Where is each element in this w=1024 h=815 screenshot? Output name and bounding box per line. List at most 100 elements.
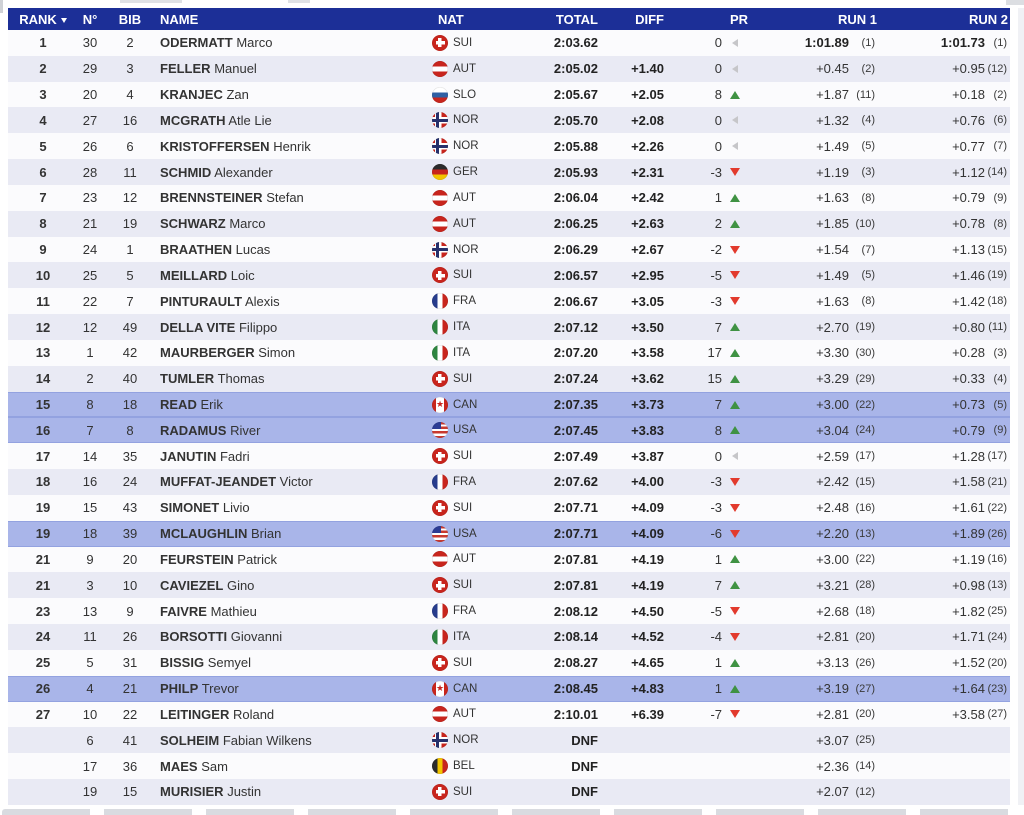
column-header-rank[interactable]: RANK: [8, 12, 70, 27]
table-row[interactable]: 17 14 35 JANUTIN Fadri SUI 2:07.49 +3.87…: [8, 443, 1010, 470]
total-time-cell: 2:06.67: [553, 293, 598, 309]
table-row[interactable]: 26 4 21 PHILP Trevor CAN 2:08.45 +4.83 1…: [8, 675, 1010, 702]
rank-cell: 26: [35, 681, 51, 697]
table-row[interactable]: 3 20 4 KRANJEC Zan SLO 2:05.67 +2.05 8 +…: [8, 81, 1010, 108]
table-row[interactable]: 14 2 40 TUMLER Thomas SUI 2:07.24 +3.62 …: [8, 365, 1010, 392]
table-row[interactable]: 27 10 22 LEITINGER Roland AUT 2:10.01 +6…: [8, 701, 1010, 728]
flag-nor-icon: [432, 138, 448, 155]
total-time-cell: 2:07.81: [553, 551, 598, 567]
table-row[interactable]: 19 15 MURISIER Justin SUI DNF +2.07 (12): [8, 779, 1010, 805]
run1-time-cell: +3.07: [816, 732, 849, 748]
positions-gained-cell: 0: [714, 112, 722, 128]
run1-time-cell: +3.04: [816, 422, 849, 438]
athlete-last-name: KRANJEC: [160, 87, 223, 103]
table-row[interactable]: 19 18 39 MCLAUGHLIN Brian USA 2:07.71 +4…: [8, 520, 1010, 547]
pr-up-icon: [730, 323, 740, 332]
start-number-cell: 25: [82, 267, 98, 283]
athlete-name-cell: RADAMUS River: [150, 423, 428, 438]
table-row[interactable]: 18 16 24 MUFFAT-JEANDET Victor FRA 2:07.…: [8, 469, 1010, 495]
flag-usa-icon: [432, 422, 448, 439]
flag-sui-icon: [432, 654, 448, 671]
nation-code: ITA: [453, 346, 471, 359]
column-header-run1[interactable]: RUN 1: [837, 11, 877, 27]
table-row[interactable]: 23 13 9 FAIVRE Mathieu FRA 2:08.12 +4.50…: [8, 598, 1010, 625]
pr-arrow-cell: [722, 168, 748, 177]
nation-code: ITA: [453, 630, 471, 643]
table-row[interactable]: 8 21 19 SCHWARZ Marco AUT 2:06.25 +2.63 …: [8, 210, 1010, 237]
start-number-cell: 23: [82, 190, 98, 206]
flag-aut-icon: [432, 189, 448, 206]
column-header-n[interactable]: N°: [82, 11, 98, 27]
table-row[interactable]: 24 11 26 BORSOTTI Giovanni ITA 2:08.14 +…: [8, 624, 1010, 650]
table-row[interactable]: 21 3 10 CAVIEZEL Gino SUI 2:07.81 +4.19 …: [8, 572, 1010, 599]
rank-cell: 27: [35, 706, 51, 722]
column-header-name[interactable]: NAME: [160, 11, 199, 27]
table-row[interactable]: 10 25 5 MEILLARD Loic SUI 2:06.57 +2.95 …: [8, 262, 1010, 289]
table-row[interactable]: 12 12 49 DELLA VITE Filippo ITA 2:07.12 …: [8, 314, 1010, 340]
column-header-diff[interactable]: DIFF: [635, 11, 664, 27]
table-row[interactable]: 1 30 2 ODERMATT Marco SUI 2:03.62 0 1:01…: [8, 30, 1010, 56]
total-time-cell: DNF: [571, 732, 598, 748]
pr-arrow-cell: [722, 452, 748, 461]
run2-rank: (19): [987, 269, 1007, 282]
column-header-pr[interactable]: PR: [729, 11, 748, 27]
table-row[interactable]: 25 5 31 BISSIG Semyel SUI 2:08.27 +4.65 …: [8, 649, 1010, 676]
column-header-run2[interactable]: RUN 2: [968, 11, 1008, 27]
rank-cell: 19: [35, 526, 51, 542]
pr-arrow-cell: [722, 658, 748, 667]
bib-cell: 36: [122, 758, 138, 774]
run1-rank: (24): [855, 424, 875, 437]
run1-rank: (1): [861, 36, 875, 49]
table-row[interactable]: 17 36 MAES Sam BEL DNF +2.36 (14): [8, 753, 1010, 780]
run2-time-cell: +1.82: [952, 603, 985, 619]
bib-cell: 43: [122, 500, 138, 516]
athlete-first-name: Semyel: [207, 655, 252, 671]
diff-cell: +2.26: [631, 138, 664, 154]
table-row[interactable]: 15 8 18 READ Erik CAN 2:07.35 +3.73 7 +3…: [8, 391, 1010, 418]
start-number-cell: 1: [86, 345, 94, 361]
athlete-last-name: BISSIG: [160, 655, 205, 671]
bib-cell: 16: [122, 112, 138, 128]
athlete-first-name: Gino: [226, 577, 255, 593]
table-row[interactable]: 16 7 8 RADAMUS River USA 2:07.45 +3.83 8…: [8, 417, 1010, 444]
start-number-cell: 12: [82, 319, 98, 335]
nation-code: CAN: [453, 398, 478, 411]
start-number-cell: 16: [82, 474, 98, 490]
table-row[interactable]: 2 29 3 FELLER Manuel AUT 2:05.02 +1.40 0…: [8, 55, 1010, 82]
rank-cell: 14: [35, 371, 51, 387]
table-row[interactable]: 4 27 16 MCGRATH Atle Lie NOR 2:05.70 +2.…: [8, 107, 1010, 134]
positions-gained-cell: -6: [710, 526, 722, 542]
run2-rank: (8): [993, 217, 1007, 230]
rank-cell: 7: [39, 190, 47, 206]
bib-cell: 12: [122, 190, 138, 206]
athlete-name-cell: MCGRATH Atle Lie: [150, 113, 428, 128]
rank-cell: 4: [39, 112, 47, 128]
column-header-total[interactable]: TOTAL: [555, 11, 598, 27]
table-row[interactable]: 11 22 7 PINTURAULT Alexis FRA 2:06.67 +3…: [8, 288, 1010, 315]
table-row[interactable]: 19 15 43 SIMONET Livio SUI 2:07.71 +4.09…: [8, 494, 1010, 521]
athlete-last-name: BRAATHEN: [160, 242, 232, 258]
run1-rank: (14): [855, 760, 875, 773]
start-number-cell: 2: [86, 371, 94, 387]
run2-rank: (14): [987, 166, 1007, 179]
nation-code: NOR: [453, 140, 479, 153]
run1-rank: (12): [855, 785, 875, 798]
column-header-nat[interactable]: NAT: [438, 11, 464, 27]
pr-down-icon: [730, 245, 740, 254]
table-row[interactable]: 9 24 1 BRAATHEN Lucas NOR 2:06.29 +2.67 …: [8, 236, 1010, 263]
run2-time-cell: +0.79: [952, 422, 985, 438]
table-row[interactable]: 6 41 SOLHEIM Fabian Wilkens NOR DNF +3.0…: [8, 727, 1010, 754]
table-row[interactable]: 5 26 6 KRISTOFFERSEN Henrik NOR 2:05.88 …: [8, 133, 1010, 160]
table-row[interactable]: 13 1 42 MAURBERGER Simon ITA 2:07.20 +3.…: [8, 339, 1010, 366]
run2-rank: (1): [993, 36, 1007, 49]
table-row[interactable]: 6 28 11 SCHMID Alexander GER 2:05.93 +2.…: [8, 159, 1010, 185]
rank-cell: 8: [39, 216, 47, 232]
run2-rank: (21): [987, 475, 1007, 488]
table-row[interactable]: 21 9 20 FEURSTEIN Patrick AUT 2:07.81 +4…: [8, 546, 1010, 573]
nation-cell: FRA: [428, 473, 508, 490]
table-row[interactable]: 7 23 12 BRENNSTEINER Stefan AUT 2:06.04 …: [8, 184, 1010, 211]
athlete-name-cell: JANUTIN Fadri: [150, 449, 428, 464]
column-header-bib[interactable]: BIB: [118, 11, 142, 27]
flag-ger-icon: [432, 164, 448, 181]
rank-cell: 12: [35, 319, 51, 335]
